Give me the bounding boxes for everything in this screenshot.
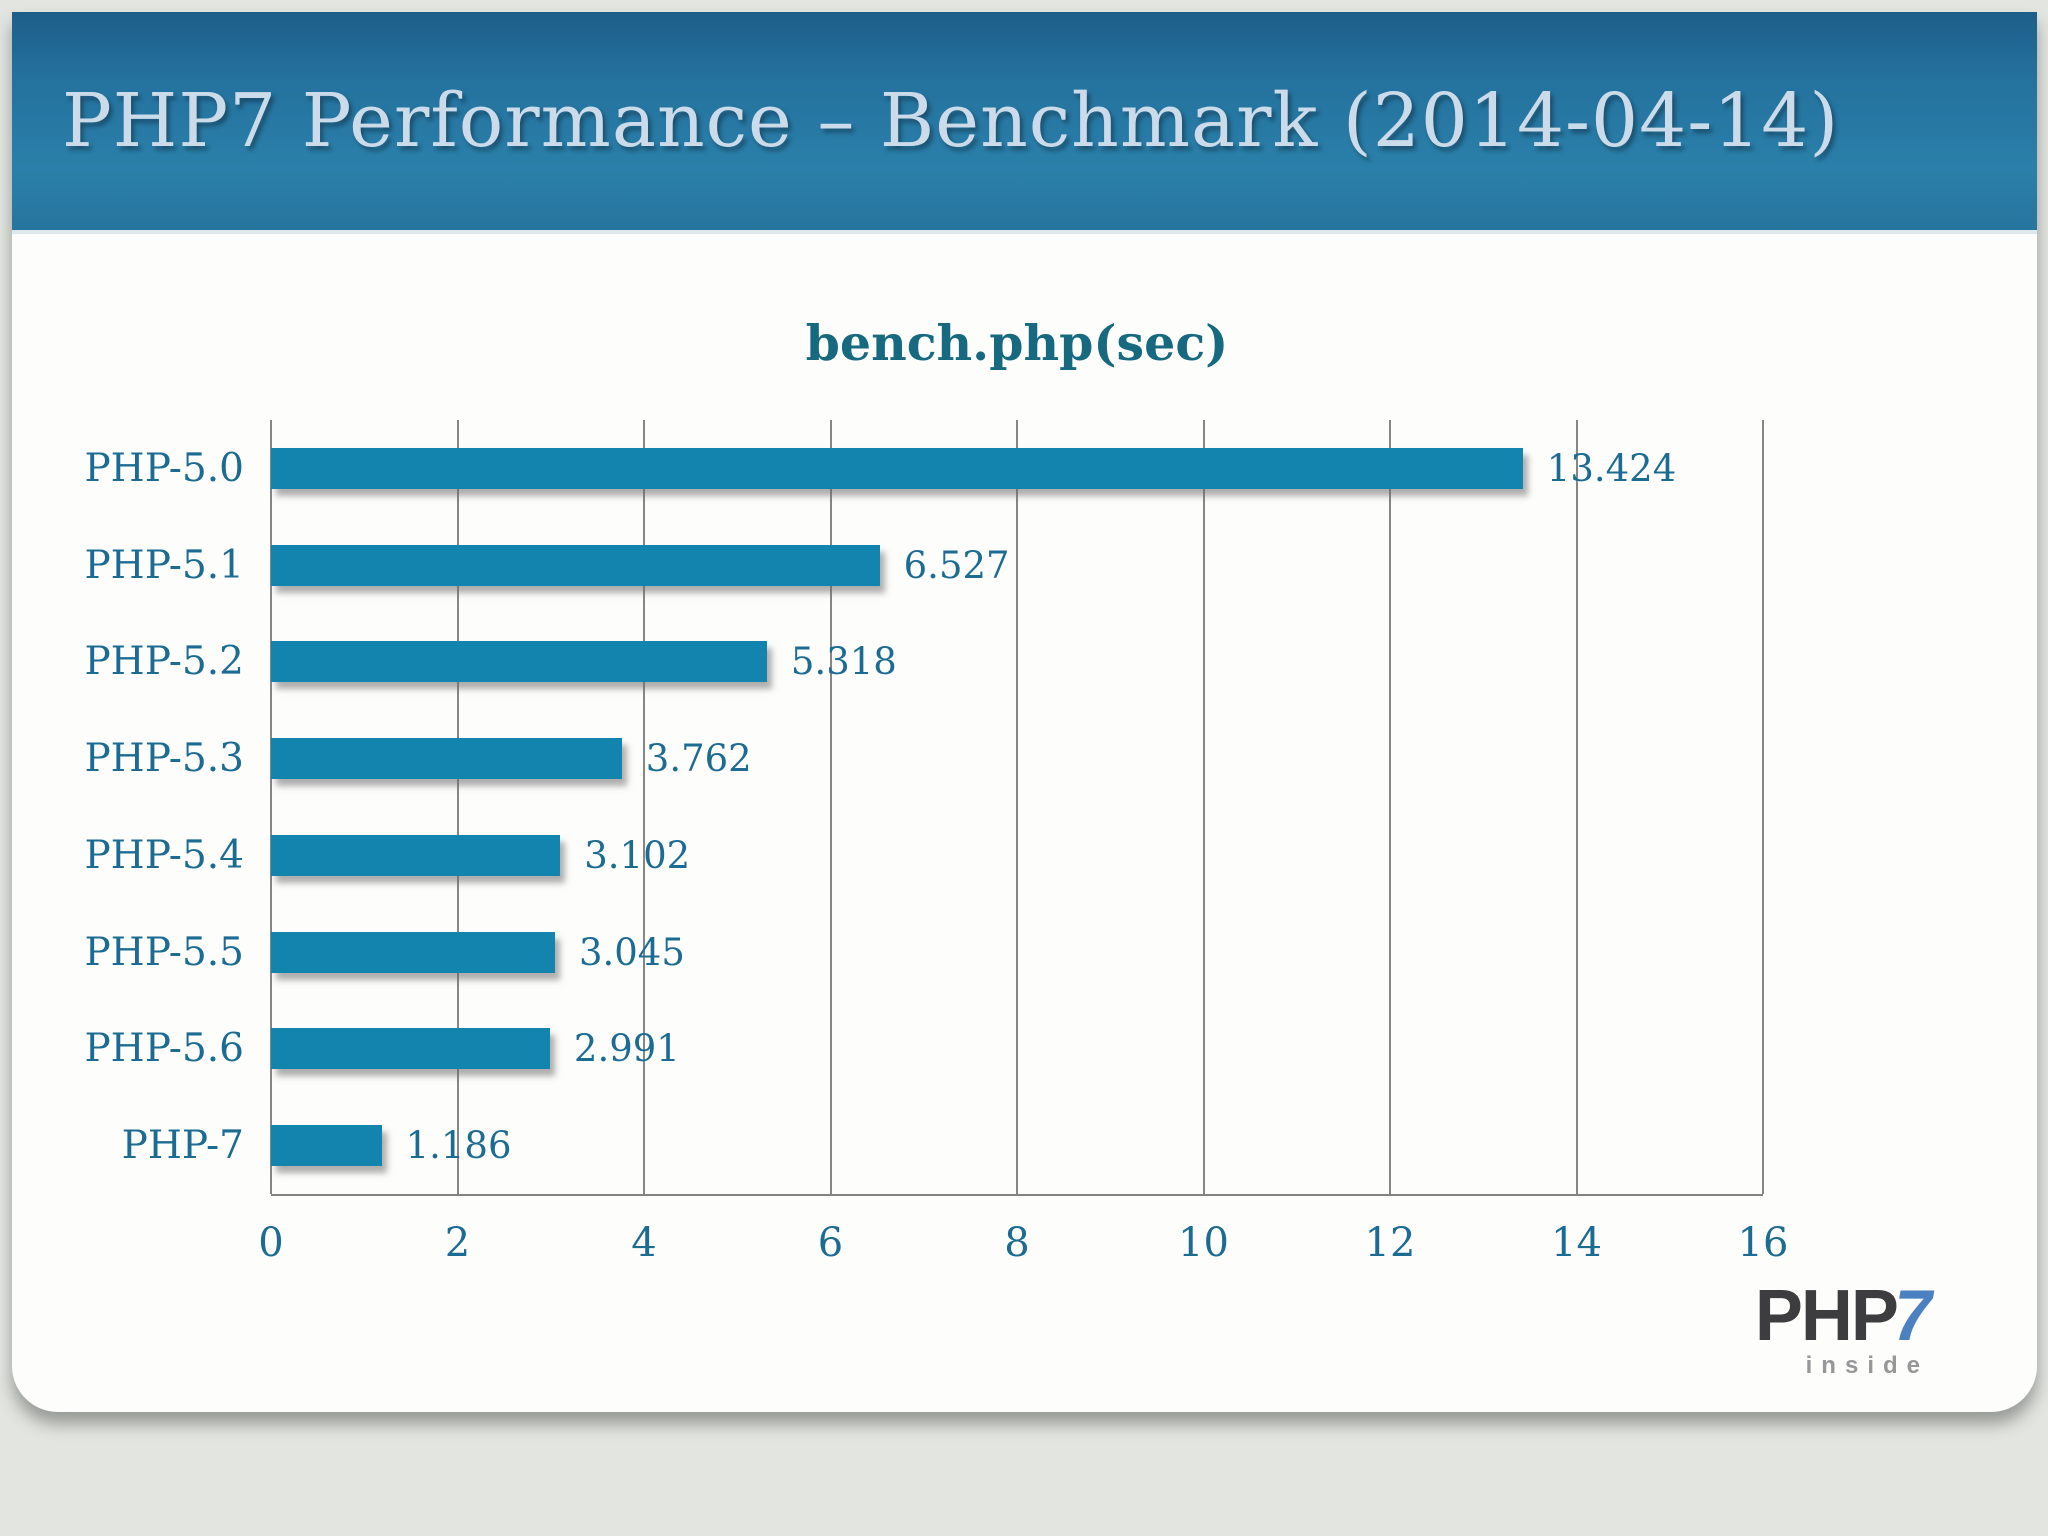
value-label: 3.102: [584, 833, 691, 877]
value-label: 1.186: [405, 1124, 512, 1168]
chart-row: PHP-5.0 13.424: [84, 420, 1763, 517]
chart-row: PHP-5.1 6.527: [84, 517, 1763, 614]
gridline: [1202, 420, 1205, 1194]
chart-row: PHP-5.4 3.102: [84, 807, 1763, 904]
x-tick-label: 2: [444, 1220, 471, 1266]
logo-inside-text: inside: [1805, 1352, 1929, 1379]
x-tick-label: 12: [1364, 1220, 1416, 1266]
chart-row: PHP-7 1.186: [122, 1097, 1763, 1194]
slide: PHP7 Performance – Benchmark (2014-04-14…: [12, 12, 2037, 1412]
category-label: PHP-5.1: [84, 542, 244, 588]
bar: [271, 447, 1523, 489]
chart-row: PHP-5.5 3.045: [84, 904, 1763, 1001]
chart-row: PHP-5.6 2.991: [84, 1001, 1763, 1098]
value-label: 5.318: [790, 640, 897, 684]
gridline: [1762, 420, 1764, 1194]
category-label: PHP-5.3: [84, 736, 244, 782]
gridline: [1575, 420, 1578, 1194]
x-tick-label: 8: [1004, 1220, 1030, 1266]
bar: [271, 931, 555, 973]
category-label: PHP-5.4: [84, 832, 244, 878]
value-label: 13.424: [1546, 446, 1677, 490]
bar: [271, 834, 561, 876]
gridline: [270, 420, 272, 1194]
x-tick-label: 0: [258, 1220, 284, 1266]
value-label: 3.045: [578, 930, 685, 974]
category-label: PHP-7: [121, 1123, 244, 1169]
x-tick-label: 14: [1551, 1220, 1602, 1266]
logo-php-text: PHP: [1754, 1276, 1899, 1356]
value-label: 6.527: [903, 543, 1010, 587]
logo-wordmark: PHP 7: [1754, 1276, 1940, 1356]
bar: [271, 641, 767, 683]
x-tick-label: 6: [817, 1220, 844, 1266]
bar: [271, 1028, 550, 1070]
bar: [271, 544, 880, 586]
slide-header: PHP7 Performance – Benchmark (2014-04-14…: [12, 12, 2037, 234]
x-axis-tick-labels: 0 2 4 6 8 10 12 14 16: [258, 1220, 1788, 1280]
category-label: PHP-5.5: [84, 929, 244, 975]
gridline: [1016, 420, 1018, 1194]
category-label: PHP-5.0: [84, 445, 244, 491]
chart-plot-area: PHP-5.0 13.424 PHP-5.1 6.527 PHP-5.2 5.318 PHP…: [84, 420, 1764, 1196]
gridline: [829, 420, 832, 1194]
category-label: PHP-5.2: [84, 639, 244, 685]
chart-row: PHP-5.2 5.318: [84, 614, 1763, 711]
chart-title: bench.php(sec): [805, 314, 1229, 372]
category-label: PHP-5.6: [84, 1026, 244, 1072]
value-label: 3.762: [645, 737, 752, 781]
x-tick-label: 16: [1737, 1220, 1789, 1266]
bar-rows: PHP-5.0 13.424 PHP-5.1 6.527 PHP-5.2 5.318 PHP…: [84, 420, 1763, 1194]
value-label: 2.991: [573, 1027, 680, 1071]
chart-row: PHP-5.3 3.762: [84, 710, 1763, 807]
x-tick-label: 10: [1178, 1220, 1229, 1266]
gridline: [456, 420, 459, 1194]
gridline: [1389, 420, 1391, 1194]
php7-inside-logo: PHP 7 inside: [1754, 1276, 1940, 1379]
gridline: [643, 420, 645, 1194]
x-tick-label: 4: [631, 1220, 657, 1266]
slide-title: PHP7 Performance – Benchmark (2014-04-14…: [62, 78, 1840, 164]
bar: [271, 1125, 382, 1167]
bar: [271, 738, 622, 780]
